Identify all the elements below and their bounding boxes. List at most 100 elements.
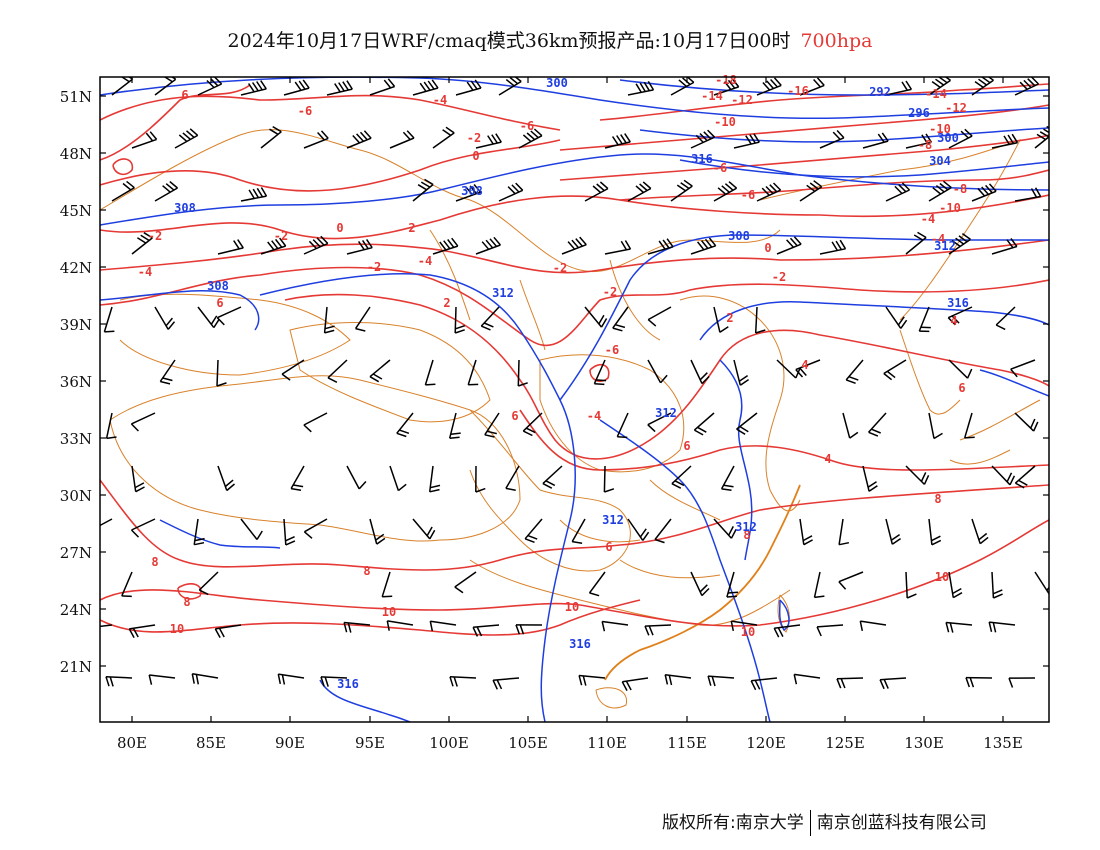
map-title: 2024年10月17日WRF/cmaq模式36km预报产品:10月17日00时 7… bbox=[0, 26, 1100, 53]
copyright-text: 版权所有:南京大学 bbox=[662, 813, 804, 833]
wind-barb bbox=[197, 306, 220, 329]
temperature-label: 2 bbox=[443, 296, 450, 310]
wind-barb bbox=[813, 571, 825, 599]
temperature-label: -4 bbox=[921, 212, 935, 226]
lon-label: 90E bbox=[275, 734, 305, 752]
wind-barb bbox=[389, 130, 415, 149]
wind-barb bbox=[584, 306, 608, 328]
temperature-label: 10 bbox=[565, 600, 579, 614]
temperature-contour bbox=[559, 104, 1049, 151]
temperature-contour bbox=[559, 134, 1049, 181]
temperature-contour bbox=[100, 599, 641, 636]
wind-barb bbox=[928, 518, 942, 546]
longitude-axis: 80E 85E 90E 95E 100E 105E 110E 115E 120E… bbox=[117, 734, 1023, 752]
wind-barb bbox=[429, 620, 457, 632]
wind-barb bbox=[816, 624, 844, 637]
wind-barb bbox=[750, 677, 778, 691]
temperature-contour bbox=[100, 266, 1049, 347]
wind-barb bbox=[690, 359, 710, 385]
wind-barb bbox=[369, 78, 396, 96]
wind-barb bbox=[498, 182, 524, 202]
wind-barb bbox=[369, 359, 391, 383]
wind-barb bbox=[105, 412, 117, 440]
wind-barb bbox=[343, 621, 371, 633]
temperature-label: -12 bbox=[945, 101, 967, 115]
temperature-label: 2 bbox=[726, 311, 733, 325]
temperature-label: -10 bbox=[939, 201, 961, 215]
temperature-label: -4 bbox=[433, 93, 447, 107]
wind-barb bbox=[386, 620, 414, 631]
wind-barb bbox=[690, 129, 716, 149]
temperature-label: -8 bbox=[953, 182, 967, 196]
temperature-label: -6 bbox=[605, 343, 619, 357]
wind-barb bbox=[991, 238, 1018, 255]
wind-barb bbox=[793, 673, 821, 685]
wind-barb bbox=[842, 412, 859, 439]
lat-label: 48N bbox=[60, 145, 92, 163]
temperature-label: 6 bbox=[181, 88, 188, 102]
wind-barb bbox=[571, 518, 586, 545]
wind-barb bbox=[647, 306, 672, 327]
wind-barb bbox=[346, 238, 373, 255]
wind-barb bbox=[432, 126, 455, 149]
temperature-label: 6 bbox=[216, 296, 223, 310]
wind-barb bbox=[131, 465, 145, 493]
wind-barb bbox=[733, 133, 760, 149]
wind-barb bbox=[197, 77, 223, 96]
temperature-label: -2 bbox=[553, 261, 567, 275]
lon-label: 110E bbox=[587, 734, 627, 752]
temperature-label: 10 bbox=[170, 622, 184, 636]
wind-barb bbox=[991, 571, 1003, 599]
boundary-hainan bbox=[595, 687, 628, 709]
temperature-label: 6 bbox=[958, 381, 965, 395]
boundary-central bbox=[539, 354, 685, 473]
wind-barb bbox=[121, 571, 133, 598]
height-label: 308 bbox=[207, 279, 229, 293]
temperature-label: -10 bbox=[714, 115, 736, 129]
wind-barb bbox=[795, 359, 821, 378]
wind-barb bbox=[905, 133, 933, 149]
height-contour bbox=[719, 359, 753, 561]
wind-barb bbox=[154, 306, 176, 330]
wind-barb bbox=[480, 306, 500, 331]
wind-barb bbox=[277, 673, 305, 685]
wind-barb bbox=[105, 675, 133, 687]
temperature-label: -6 bbox=[298, 104, 312, 118]
wind-barb bbox=[928, 180, 952, 202]
height-label: 312 bbox=[934, 239, 956, 253]
wind-barb bbox=[948, 128, 973, 149]
temperature-label: -4 bbox=[587, 409, 601, 423]
height-label: 300 bbox=[546, 76, 568, 90]
wind-barb bbox=[838, 518, 850, 546]
wind-barb bbox=[198, 571, 219, 596]
wind-barb bbox=[191, 673, 219, 685]
wind-barb bbox=[616, 412, 629, 439]
wind-barb bbox=[505, 465, 520, 491]
wind-barb bbox=[303, 412, 328, 433]
wind-barb bbox=[838, 571, 864, 590]
wind-barb bbox=[578, 674, 606, 686]
height-label: 304 bbox=[929, 154, 951, 168]
wind-barb bbox=[424, 359, 436, 386]
wind-barb bbox=[1010, 359, 1036, 378]
wind-barb bbox=[905, 231, 927, 255]
boundary-japan bbox=[949, 399, 1041, 465]
wind-barb bbox=[601, 620, 629, 632]
boundary-south bbox=[469, 559, 791, 626]
wind-barb bbox=[428, 465, 441, 493]
wind-barb bbox=[522, 412, 543, 437]
wind-barb bbox=[730, 620, 758, 632]
wind-barb bbox=[690, 237, 717, 255]
wind-barb bbox=[754, 306, 766, 334]
wind-barb bbox=[948, 571, 963, 599]
wind-barb bbox=[369, 518, 386, 545]
wind-barb bbox=[995, 306, 1016, 331]
height-label: 312 bbox=[735, 520, 757, 534]
latitude-axis: 51N 48N 45N 42N 39N 36N 33N 30N 27N 24N … bbox=[60, 88, 92, 676]
temperature-label: -6 bbox=[713, 161, 727, 175]
company-name: 南京创蓝科技有限公司 bbox=[816, 813, 987, 833]
temperature-label: 6 bbox=[683, 439, 690, 453]
height-contour bbox=[319, 679, 411, 722]
wind-barb bbox=[193, 518, 205, 546]
wind-barb bbox=[647, 359, 668, 384]
